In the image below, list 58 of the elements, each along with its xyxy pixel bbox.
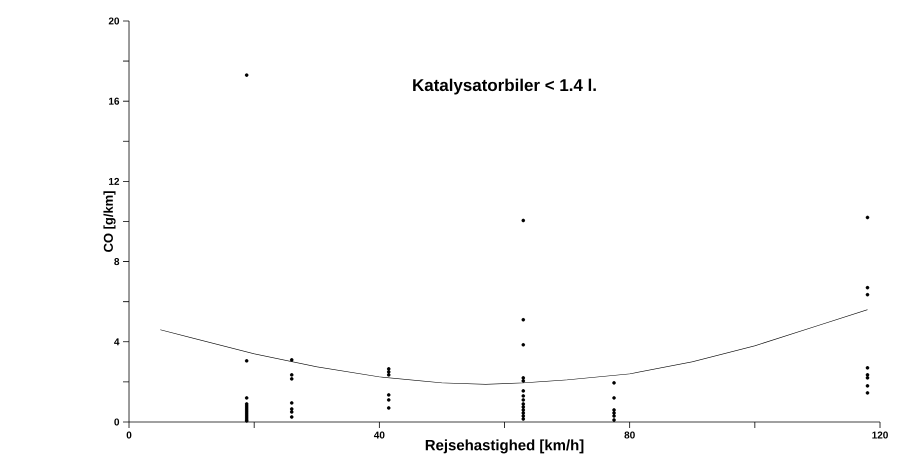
point bbox=[521, 318, 526, 322]
point bbox=[290, 407, 294, 411]
point bbox=[521, 408, 526, 412]
point bbox=[866, 366, 870, 370]
x-axis-title: Rejsehastighed [km/h] bbox=[426, 439, 584, 454]
y-tick-label: 8 bbox=[114, 258, 120, 266]
y-tick-label: 0 bbox=[114, 418, 120, 426]
point bbox=[386, 367, 391, 371]
point bbox=[612, 418, 616, 422]
point bbox=[521, 394, 526, 398]
point bbox=[244, 359, 248, 363]
point bbox=[521, 343, 526, 347]
point bbox=[290, 401, 294, 405]
point bbox=[521, 398, 526, 402]
y-tick-label: 4 bbox=[114, 338, 120, 346]
point bbox=[386, 398, 391, 402]
text: Katalysatorbiler < 1.4 l. bbox=[413, 78, 596, 94]
point bbox=[244, 73, 248, 77]
x-tick-label: 40 bbox=[374, 432, 384, 439]
point bbox=[521, 389, 526, 393]
point bbox=[866, 384, 870, 388]
y-tick-label: 20 bbox=[108, 17, 120, 25]
point bbox=[521, 405, 526, 409]
point bbox=[290, 410, 294, 414]
line-series bbox=[160, 309, 868, 385]
x-tick-label: 120 bbox=[872, 432, 888, 439]
point bbox=[612, 381, 616, 385]
y-axis-title: CO [g/km] bbox=[103, 191, 116, 252]
y-tick-label: 12 bbox=[109, 178, 120, 185]
point bbox=[866, 216, 870, 220]
point bbox=[521, 402, 526, 406]
point bbox=[386, 373, 391, 377]
point bbox=[521, 218, 526, 222]
point bbox=[866, 286, 870, 290]
point bbox=[290, 415, 294, 419]
point bbox=[612, 408, 616, 412]
point bbox=[290, 377, 294, 381]
x-tick-label: 0 bbox=[126, 432, 132, 439]
point bbox=[290, 373, 294, 377]
point bbox=[386, 370, 391, 374]
point bbox=[386, 406, 391, 410]
point bbox=[521, 379, 526, 383]
point bbox=[521, 411, 526, 415]
point bbox=[244, 396, 248, 400]
point bbox=[612, 414, 616, 418]
point bbox=[612, 396, 616, 400]
point bbox=[612, 411, 616, 415]
point bbox=[866, 391, 870, 395]
point bbox=[521, 376, 526, 380]
y-tick-label: 16 bbox=[109, 98, 120, 105]
point bbox=[866, 292, 870, 296]
point bbox=[290, 358, 294, 362]
point bbox=[521, 414, 526, 418]
point bbox=[386, 393, 391, 397]
point bbox=[866, 376, 870, 380]
x-tick-label: 80 bbox=[624, 432, 635, 439]
point bbox=[521, 417, 526, 421]
point bbox=[866, 373, 870, 377]
